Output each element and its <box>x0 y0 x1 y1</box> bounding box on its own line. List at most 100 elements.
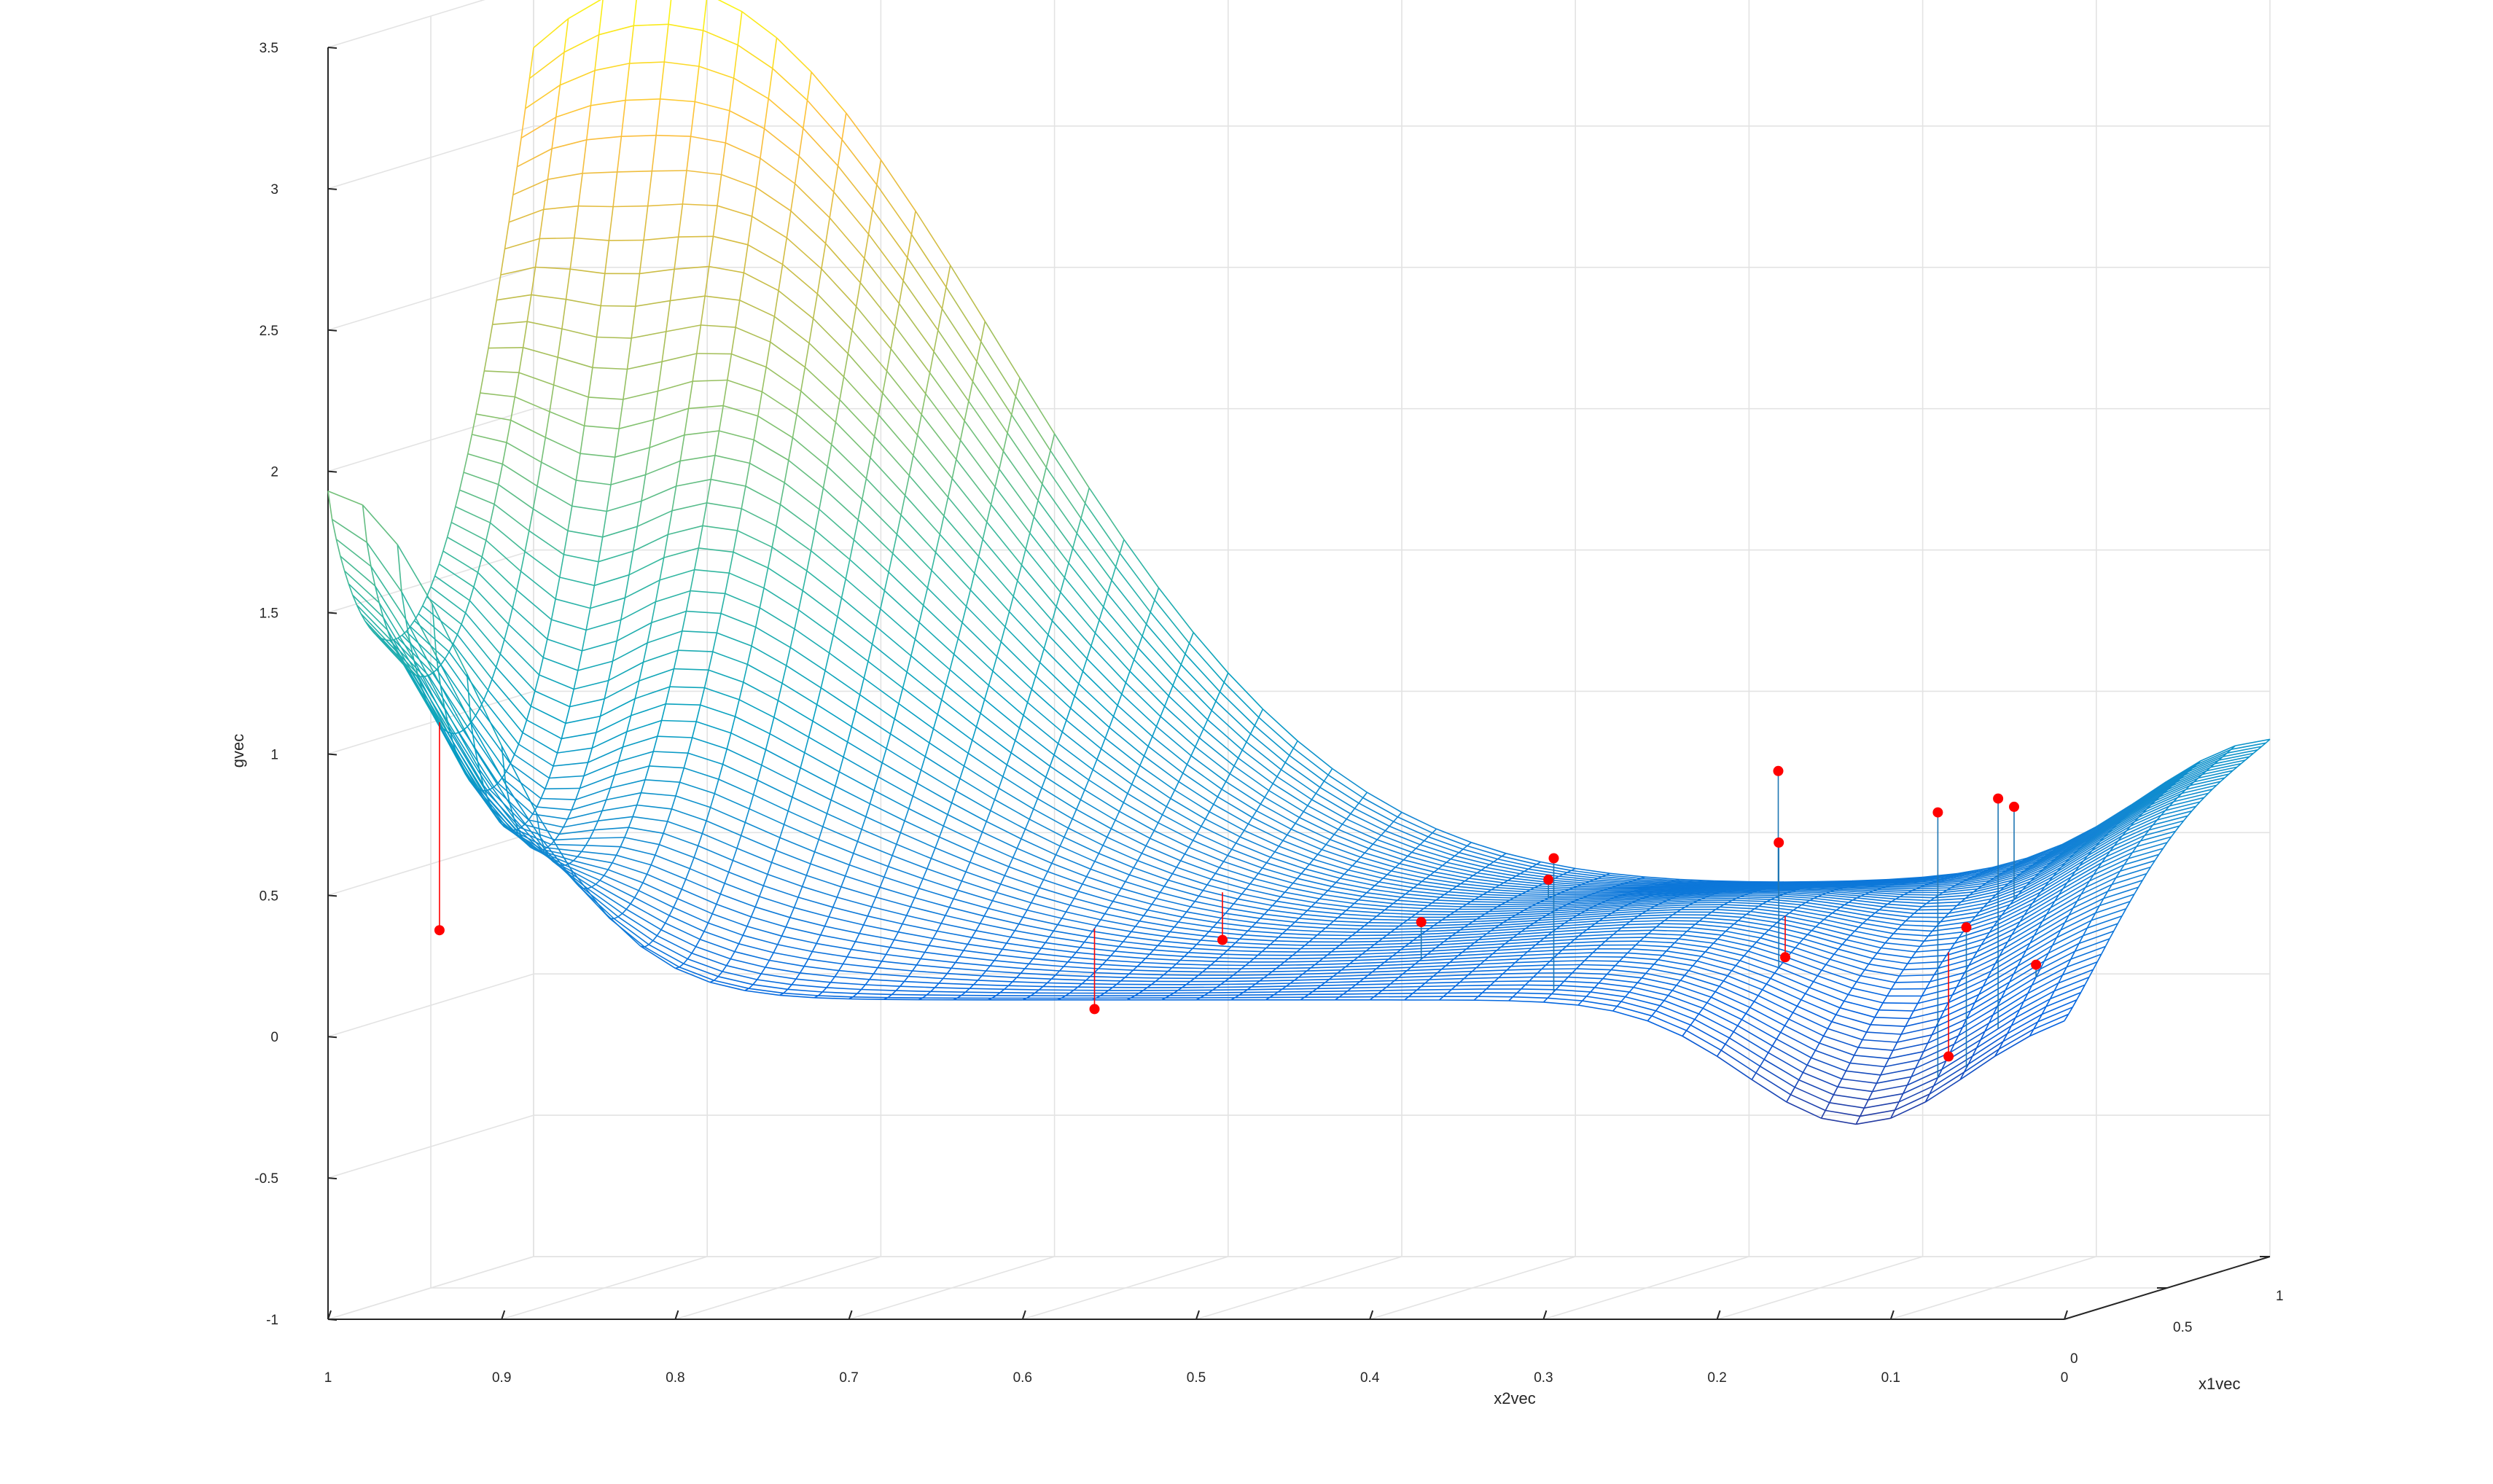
mesh-segment <box>770 850 777 863</box>
mesh-segment <box>1331 948 1336 953</box>
mesh-segment <box>644 447 650 475</box>
mesh-segment <box>1967 876 1973 880</box>
mesh-segment <box>1499 882 1505 886</box>
mesh-segment <box>454 733 491 790</box>
mesh-segment <box>1269 940 1275 945</box>
mesh-segment <box>1459 978 1464 983</box>
mesh-segment <box>1068 562 1104 608</box>
mesh-segment <box>552 861 558 865</box>
mesh-segment <box>1798 883 1803 885</box>
mesh-segment <box>1582 1000 1618 1007</box>
mesh-segment <box>2040 842 2076 860</box>
mesh-segment <box>921 414 957 460</box>
mesh-segment <box>2123 858 2129 865</box>
mesh-segment <box>1884 937 1890 944</box>
mesh-segment <box>873 415 880 437</box>
mesh-segment <box>1209 931 1244 936</box>
mesh-segment <box>1454 852 1459 856</box>
mesh-segment <box>820 670 826 688</box>
mesh-segment <box>1261 948 1267 953</box>
mesh-segment <box>1111 566 1117 581</box>
mesh-segment <box>863 677 900 705</box>
mesh-segment <box>1553 953 1558 958</box>
mesh-segment <box>1456 930 1491 934</box>
mesh-segment <box>1402 855 1408 861</box>
mesh-segment <box>1194 900 1230 910</box>
mesh-segment <box>1341 819 1347 825</box>
mesh-segment <box>939 515 945 535</box>
mesh-segment <box>569 689 574 707</box>
mesh-segment <box>472 784 478 789</box>
mesh-segment <box>820 687 857 711</box>
mesh-segment <box>983 685 990 700</box>
mesh-segment <box>1716 1050 1722 1057</box>
mesh-segment <box>983 915 1019 925</box>
mesh-segment <box>1836 909 1871 917</box>
mesh-segment <box>1809 899 1845 906</box>
mesh-segment <box>1305 864 1311 870</box>
mesh-segment <box>1652 929 1688 932</box>
mesh-segment <box>744 990 780 996</box>
x2-tick <box>327 1310 332 1320</box>
mesh-segment <box>1664 917 1669 921</box>
mesh-segment <box>1902 880 1938 883</box>
mesh-segment <box>1212 986 1217 991</box>
mesh-segment <box>904 475 910 496</box>
mesh-segment <box>1352 865 1388 875</box>
mesh-segment <box>914 888 920 898</box>
mesh-segment <box>1525 925 1531 929</box>
mesh-segment <box>505 763 511 772</box>
mesh-segment <box>1645 968 1651 974</box>
mesh-segment <box>929 742 964 767</box>
mesh-segment <box>2050 886 2086 908</box>
mesh-segment <box>620 846 655 856</box>
mesh-segment <box>548 856 554 862</box>
mesh-segment <box>1230 942 1236 948</box>
mesh-segment <box>1364 922 1369 926</box>
mesh-segment <box>1767 883 1772 885</box>
mesh-segment <box>767 862 773 875</box>
mesh-segment <box>2112 824 2117 829</box>
mesh-segment <box>1695 921 1700 925</box>
mesh-segment <box>340 555 376 587</box>
mesh-segment <box>1040 942 1046 949</box>
mesh-segment <box>1562 904 1598 907</box>
mesh-segment <box>850 941 857 950</box>
mesh-segment <box>1249 878 1255 885</box>
mesh-segment <box>1693 883 1698 886</box>
mesh-segment <box>1419 958 1454 961</box>
mesh-segment <box>1932 1077 1939 1087</box>
mesh-segment <box>594 63 630 71</box>
mesh-segment <box>1801 904 1837 911</box>
mesh-segment <box>475 413 511 421</box>
mesh-segment <box>806 570 842 599</box>
mesh-segment <box>671 795 676 810</box>
mesh-segment <box>814 995 819 999</box>
mesh-segment <box>954 956 960 964</box>
mesh-segment <box>1725 926 1731 932</box>
mesh-segment <box>1567 872 1602 878</box>
mesh-segment <box>1380 963 1416 966</box>
mesh-segment <box>1300 868 1306 875</box>
mesh-segment <box>741 835 776 851</box>
mesh-segment <box>528 819 563 828</box>
mesh-segment <box>2201 770 2207 776</box>
mesh-segment <box>1671 897 1706 899</box>
mesh-segment <box>1268 789 1304 813</box>
mesh-segment <box>763 567 769 588</box>
mesh-segment <box>788 437 794 461</box>
mesh-segment <box>925 393 961 441</box>
mesh-segment <box>1833 953 1869 965</box>
mesh-segment <box>665 922 701 940</box>
mesh-segment <box>763 98 769 129</box>
mesh-segment <box>1502 969 1507 975</box>
mesh-segment <box>1034 989 1039 993</box>
mesh-segment <box>708 236 714 267</box>
mesh-segment <box>1323 774 1329 782</box>
mesh-segment <box>843 757 879 778</box>
mesh-segment <box>502 464 538 487</box>
mesh-segment <box>2024 854 2060 872</box>
mesh-segment <box>2058 969 2094 984</box>
mesh-segment <box>2110 818 2115 823</box>
mesh-segment <box>1497 856 1502 860</box>
